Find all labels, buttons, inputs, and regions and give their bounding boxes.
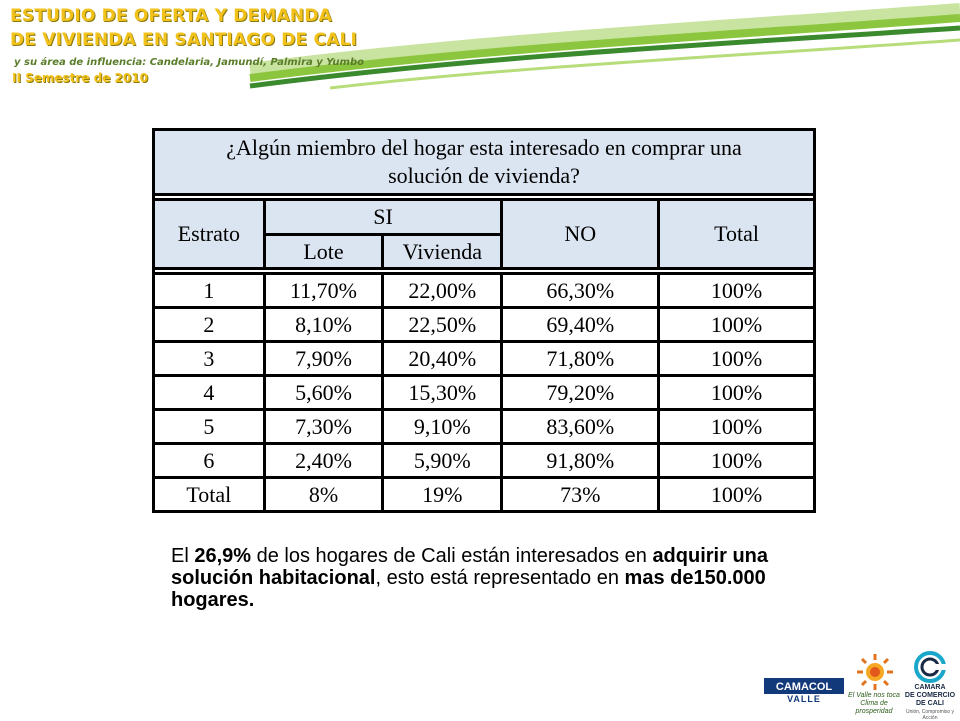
col-vivienda: Vivienda (381, 233, 504, 270)
valle-line1: El Valle nos toca (848, 692, 900, 699)
table-spacer (152, 267, 816, 275)
valle-logo: El Valle nos toca Clima de prosperidad (848, 652, 902, 715)
cell-lote: 8,10% (262, 306, 385, 343)
ccc-line2: DE COMERCIO (904, 692, 956, 699)
note-text: El (171, 545, 195, 567)
cell-vivienda: 20,40% (381, 340, 504, 377)
ccc-line1: CAMARA (914, 684, 946, 691)
cell-total: 100% (657, 272, 816, 309)
cell-vivienda: 5,90% (381, 442, 504, 479)
note-bold-phrase: adquirir una solución habitacional (171, 545, 769, 589)
cell-estrato: 1 (152, 272, 266, 309)
title-line2: DE VIVIENDA EN SANTIAGO DE CALI (10, 30, 358, 50)
cell-lote: 2,40% (262, 442, 385, 479)
cell-no: 66,30% (500, 272, 661, 309)
col-no: NO (500, 198, 661, 270)
spacer-cell (152, 193, 816, 201)
cell-lote: 8% (262, 476, 385, 513)
table-question: ¿Algún miembro del hogar esta interesado… (152, 128, 816, 196)
cell-vivienda: 15,30% (381, 374, 504, 411)
cell-total: 100% (657, 306, 816, 343)
table-row: 5 7,30% 9,10% 83,60% 100% (152, 408, 816, 445)
table-row: Total 8% 19% 73% 100% (152, 476, 816, 513)
camara-comercio-logo: CAMARA DE COMERCIO DE CALI Unión, Compro… (904, 650, 956, 721)
table-row: 6 2,40% 5,90% 91,80% 100% (152, 442, 816, 479)
header-swoosh (249, 0, 960, 90)
cell-total: 100% (657, 408, 816, 445)
valle-caption: El Valle nos toca Clima de prosperidad (844, 692, 904, 716)
ccc-caption: CAMARA DE COMERCIO DE CALI (904, 684, 956, 708)
cell-estrato: 6 (152, 442, 266, 479)
camacol-name: CAMACOL (776, 681, 832, 693)
cell-vivienda: 22,50% (381, 306, 504, 343)
sun-icon (857, 654, 893, 690)
subtitle: y su área de influencia: Candelaria, Jam… (14, 57, 364, 68)
table-question-row: ¿Algún miembro del hogar esta interesado… (152, 128, 816, 196)
summary-note: El 26,9% de los hogares de Cali están in… (171, 545, 811, 611)
spacer-cell (152, 267, 816, 275)
cell-vivienda: 9,10% (381, 408, 504, 445)
interest-table: ¿Algún miembro del hogar esta interesado… (152, 128, 816, 513)
valle-line2: Clima de prosperidad (855, 700, 893, 715)
note-bold-count: mas de150.000 hogares. (171, 567, 766, 611)
question-line2: solución de vivienda? (388, 163, 580, 188)
cell-no: 71,80% (500, 340, 661, 377)
cell-total: 100% (657, 340, 816, 377)
ccc-tagline: Unión, Compromiso y Acción (905, 709, 955, 721)
cell-lote: 11,70% (262, 272, 385, 309)
note-text: , esto está representado en (375, 567, 625, 589)
cell-lote: 5,60% (262, 374, 385, 411)
cell-total: 100% (657, 442, 816, 479)
camacol-sub: VALLE (787, 694, 821, 704)
cell-lote: 7,30% (262, 408, 385, 445)
cell-no: 69,40% (500, 306, 661, 343)
cell-no: 79,20% (500, 374, 661, 411)
question-line1: ¿Algún miembro del hogar esta interesado… (226, 135, 742, 160)
cell-total: 100% (657, 374, 816, 411)
camacol-bar: CAMACOL (764, 678, 844, 694)
table-spacer (152, 193, 816, 201)
cell-no: 91,80% (500, 442, 661, 479)
table-header-row: Estrato SI NO Total (152, 198, 816, 270)
cell-estrato: 5 (152, 408, 266, 445)
semester: II Semestre de 2010 (12, 71, 148, 85)
note-text: de los hogares de Cali están interesados… (251, 545, 653, 567)
col-lote: Lote (262, 233, 385, 270)
cell-vivienda: 19% (381, 476, 504, 513)
col-si: SI (262, 198, 504, 236)
table-subheader-row: Lote Vivienda (154, 233, 815, 270)
camacol-logo: CAMACOL VALLE (764, 674, 844, 706)
table-row: 2 8,10% 22,50% 69,40% 100% (152, 306, 816, 343)
note-bold-percent: 26,9% (194, 545, 252, 567)
cell-no: 83,60% (500, 408, 661, 445)
cell-estrato: 2 (152, 306, 266, 343)
title-line1: ESTUDIO DE OFERTA Y DEMANDA (10, 6, 332, 26)
camacol-mark-icon: CAMACOL (776, 681, 832, 693)
ccc-line3: DE CALI (916, 700, 944, 707)
cell-estrato: 4 (152, 374, 266, 411)
table-row: 3 7,90% 20,40% 71,80% 100% (152, 340, 816, 377)
col-estrato: Estrato (152, 198, 266, 270)
cell-lote: 7,90% (262, 340, 385, 377)
cell-total: 100% (657, 476, 816, 513)
ccc-ring-icon (914, 651, 946, 683)
cell-vivienda: 22,00% (381, 272, 504, 309)
col-total: Total (657, 198, 816, 270)
cell-estrato: Total (152, 476, 266, 513)
cell-estrato: 3 (152, 340, 266, 377)
table-row: 1 11,70% 22,00% 66,30% 100% (152, 272, 816, 309)
table-row: 4 5,60% 15,30% 79,20% 100% (152, 374, 816, 411)
cell-no: 73% (500, 476, 661, 513)
